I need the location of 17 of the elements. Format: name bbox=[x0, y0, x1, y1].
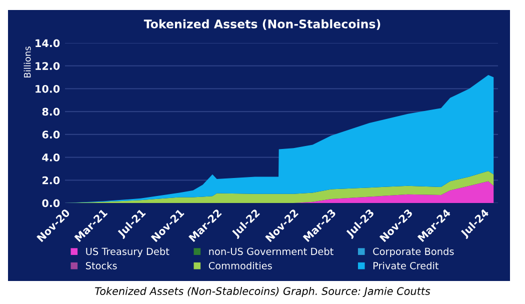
y-tick-label: 2.0 bbox=[42, 176, 60, 184]
chart-title: Tokenized Assets (Non-Stablecoins) bbox=[144, 19, 380, 30]
y-tick-label: 0.0 bbox=[42, 199, 60, 208]
legend-label: Commodities bbox=[208, 262, 272, 270]
y-tick-label: 12.0 bbox=[36, 62, 60, 70]
legend-label: Private Credit bbox=[374, 262, 439, 270]
y-tick-label: 6.0 bbox=[42, 130, 60, 139]
y-tick-label: 8.0 bbox=[42, 108, 60, 116]
legend-label: Corporate Bonds bbox=[373, 248, 454, 257]
legend-label: US Treasury Debt bbox=[86, 248, 170, 257]
legend-label: non-US Government Debt bbox=[209, 248, 334, 256]
legend-label: Stocks bbox=[86, 262, 117, 270]
y-axis-title: Billions bbox=[24, 46, 31, 78]
text: Tokenized Assets (Non-Stablecoins) Graph. Source: Jamie Coutts bbox=[95, 286, 430, 298]
y-tick-label: 4.0 bbox=[42, 154, 60, 162]
y-tick-label: 14.0 bbox=[36, 39, 60, 48]
y-tick-label: 10.0 bbox=[36, 84, 60, 93]
